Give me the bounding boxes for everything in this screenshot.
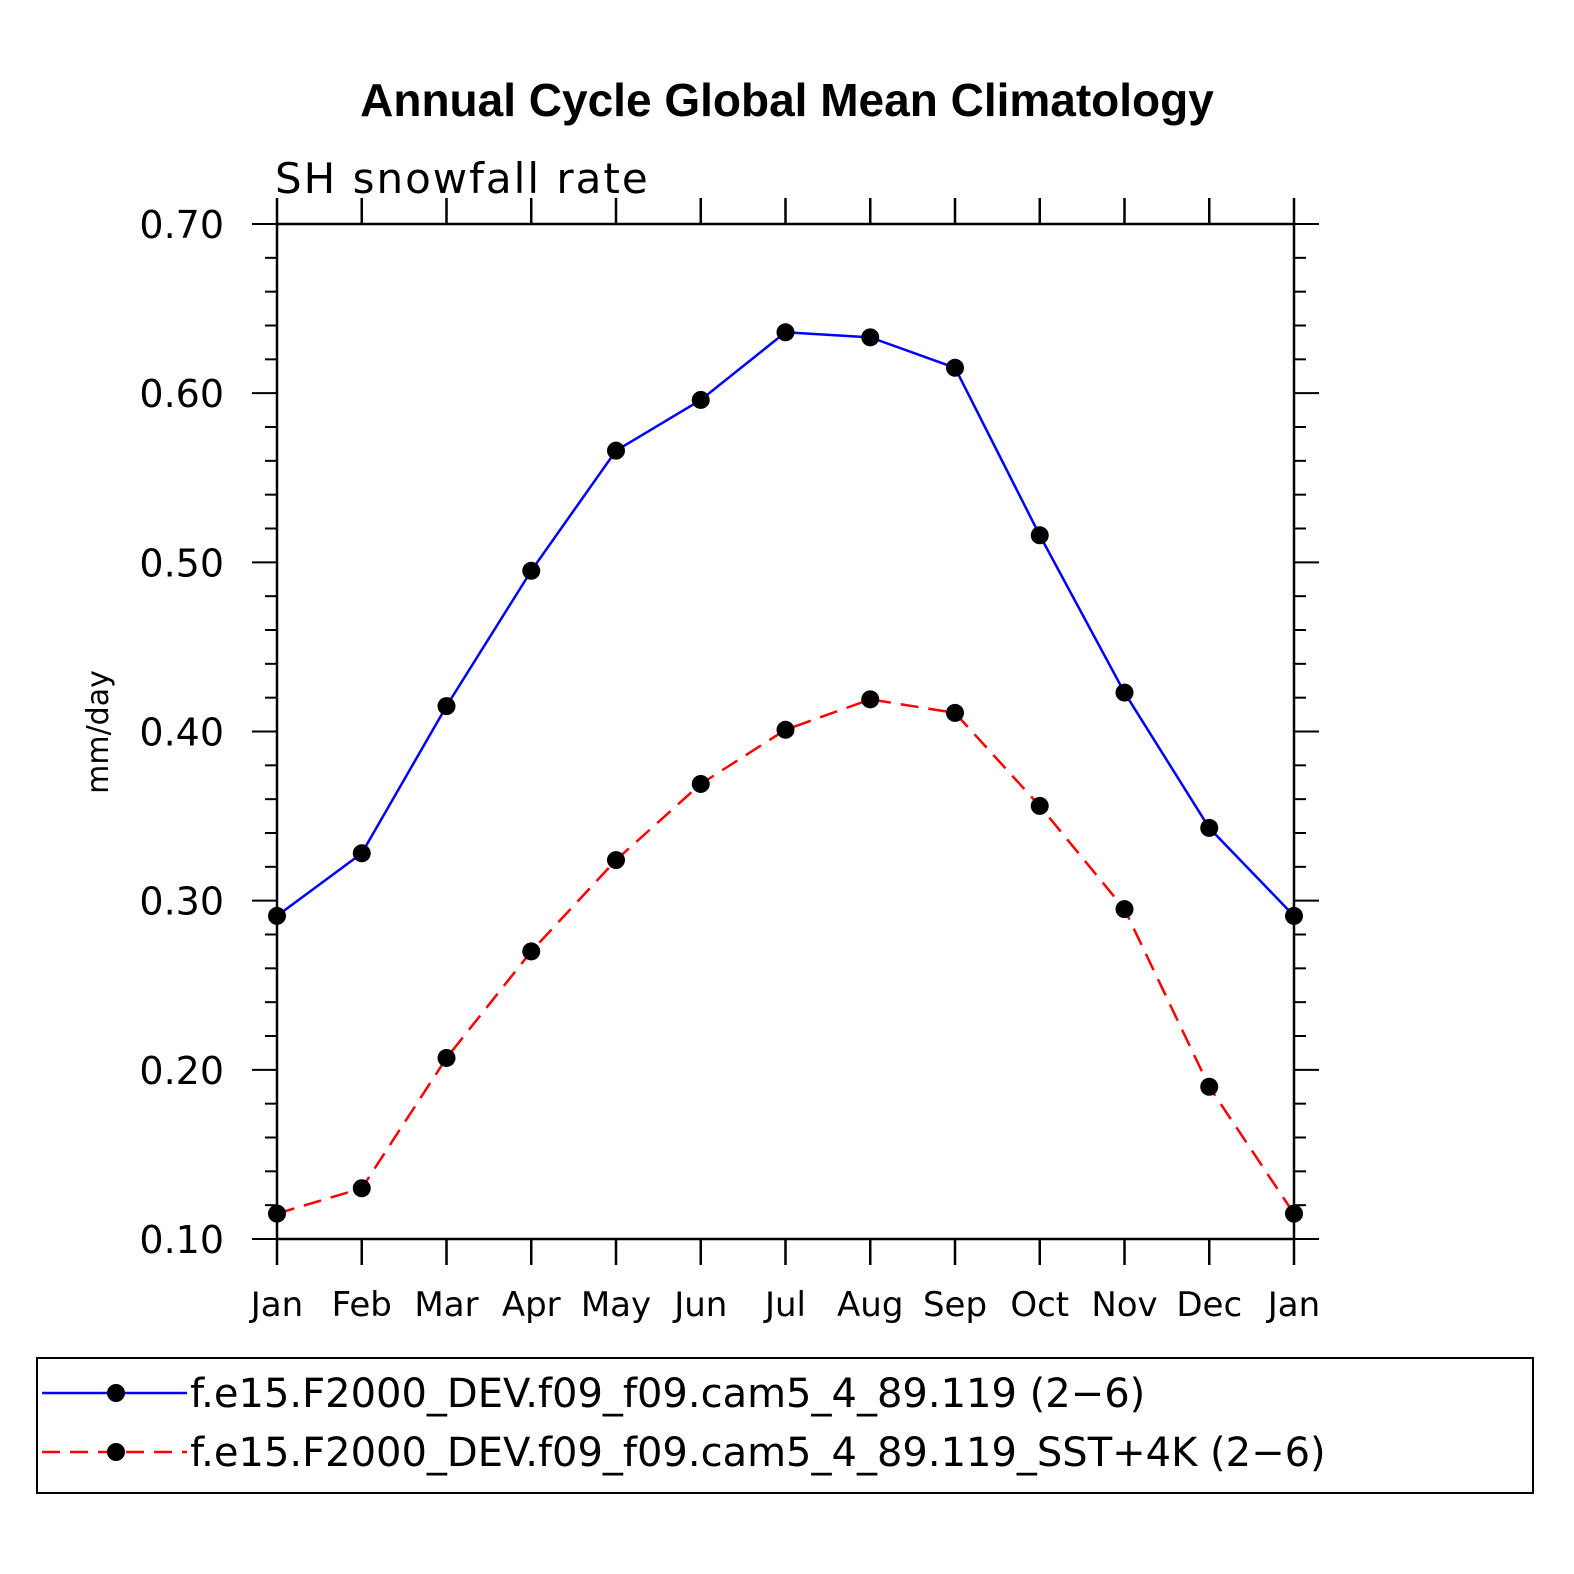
data-point — [352, 1179, 371, 1198]
data-point — [691, 774, 710, 793]
chart-title: Annual Cycle Global Mean Climatology — [360, 74, 1214, 126]
data-point — [861, 328, 880, 347]
y-tick-labels: 0.10 0.20 0.30 0.40 0.50 0.60 0.70 — [139, 203, 224, 1262]
y-tick-label: 0.30 — [139, 880, 224, 924]
data-point — [522, 942, 541, 961]
axis-ticks — [252, 198, 1319, 1265]
data-point — [1115, 900, 1134, 919]
data-point — [1285, 1204, 1303, 1223]
legend: f.e15.F2000_DEV.f09_f09.cam5_4_89.119 (2… — [42, 1371, 1326, 1476]
data-point — [1200, 818, 1219, 837]
y-tick-label: 0.50 — [139, 541, 224, 585]
legend-label: f.e15.F2000_DEV.f09_f09.cam5_4_89.119_SS… — [190, 1430, 1326, 1476]
data-point — [1030, 526, 1049, 545]
x-tick-label: Jul — [763, 1285, 806, 1325]
series-line — [276, 698, 1296, 1215]
data-point — [1200, 1077, 1219, 1096]
data-point — [861, 690, 880, 709]
data-point — [437, 1048, 456, 1067]
series-2 — [268, 690, 1303, 1223]
legend-item-2: f.e15.F2000_DEV.f09_f09.cam5_4_89.119_SS… — [42, 1430, 1326, 1476]
y-tick-label: 0.60 — [139, 372, 224, 416]
y-tick-label: 0.40 — [139, 711, 224, 755]
x-tick-label: May — [581, 1285, 651, 1325]
chart-subtitle: SH snowfall rate — [275, 154, 650, 203]
data-point — [268, 1204, 286, 1223]
data-point — [946, 358, 964, 377]
x-tick-label: Nov — [1091, 1285, 1157, 1325]
y-tick-label: 0.20 — [139, 1049, 224, 1093]
y-tick-label: 0.10 — [139, 1218, 224, 1262]
legend-label: f.e15.F2000_DEV.f09_f09.cam5_4_89.119 (2… — [190, 1371, 1145, 1417]
x-tick-label: Jan — [249, 1285, 303, 1325]
x-tick-label: Oct — [1010, 1285, 1069, 1325]
series-1 — [268, 323, 1303, 925]
data-point — [776, 720, 795, 739]
data-point — [946, 703, 964, 722]
series-layer — [268, 323, 1303, 1223]
x-tick-label: Jan — [1266, 1285, 1320, 1325]
data-point — [607, 851, 625, 870]
x-tick-label: Jun — [672, 1285, 727, 1325]
series-line — [276, 330, 1295, 917]
x-tick-label: Feb — [332, 1285, 392, 1325]
x-tick-label: Mar — [414, 1285, 478, 1325]
data-point — [776, 323, 795, 342]
legend-item-1: f.e15.F2000_DEV.f09_f09.cam5_4_89.119 (2… — [42, 1371, 1145, 1417]
x-tick-label: Aug — [837, 1285, 903, 1325]
data-point — [352, 844, 371, 863]
data-point — [437, 697, 456, 716]
x-tick-label: Apr — [502, 1285, 561, 1325]
data-point — [522, 561, 541, 580]
x-tick-label: Dec — [1176, 1285, 1242, 1325]
data-point — [691, 390, 710, 409]
data-point — [1115, 683, 1134, 702]
legend-marker — [107, 1443, 125, 1461]
data-point — [268, 906, 286, 925]
data-point — [607, 441, 625, 460]
y-tick-label: 0.70 — [139, 203, 224, 247]
data-point — [1285, 906, 1303, 925]
x-tick-label: Sep — [923, 1285, 987, 1325]
y-axis-label: mm/day — [81, 670, 116, 794]
legend-box — [36, 1357, 1534, 1494]
legend-marker — [107, 1384, 125, 1402]
x-tick-labels: Jan Feb Mar Apr May Jun Jul Aug Sep Oct Nov Dec Jan — [249, 1285, 1320, 1325]
data-point — [1030, 796, 1049, 815]
